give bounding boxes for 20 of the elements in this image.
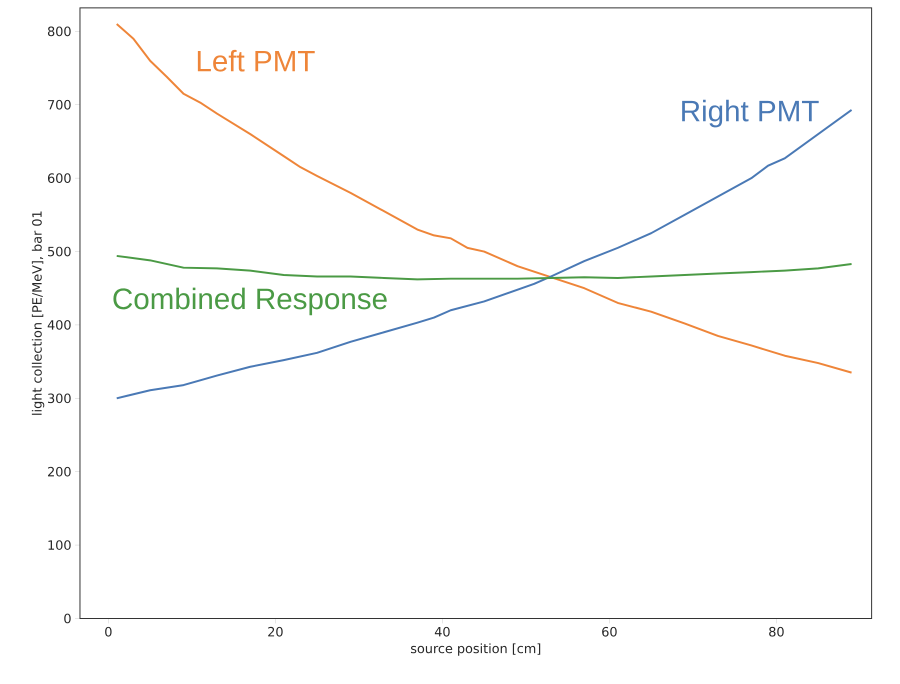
y-tick-label: 500 <box>48 246 71 256</box>
y-tick-label: 0 <box>64 614 71 624</box>
x-tick-label: 20 <box>268 627 283 637</box>
y-tick-label: 200 <box>48 466 71 477</box>
y-tick-label: 700 <box>48 100 71 110</box>
x-tick-label: 80 <box>769 627 784 637</box>
y-tick-label: 300 <box>48 394 71 404</box>
x-axis-title: source position [cm] <box>410 643 540 656</box>
y-tick-label: 100 <box>48 540 71 550</box>
line-series <box>116 23 853 374</box>
y-tick-label: 600 <box>48 173 71 184</box>
x-tick-label: 40 <box>434 627 450 637</box>
series-label: Combined Response <box>113 288 387 316</box>
y-axis-title: light collection [PE/MeV], bar 01 <box>32 212 44 415</box>
y-tick-label: 800 <box>48 26 71 36</box>
x-tick-label: 60 <box>602 627 617 637</box>
x-tick-label: 0 <box>105 627 112 637</box>
series-label: Right PMT <box>682 100 819 128</box>
series-label: Left PMT <box>198 50 315 72</box>
y-tick-label: 400 <box>48 320 71 330</box>
